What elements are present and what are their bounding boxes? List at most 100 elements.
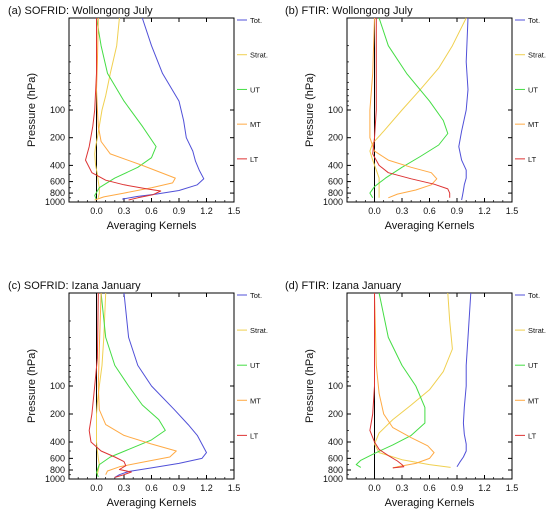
legend-label: MT xyxy=(250,120,261,129)
series-line-ut xyxy=(369,17,449,199)
x-tick-label: 0.0 xyxy=(90,206,103,216)
x-axis-label: Averaging Kernels xyxy=(107,220,197,232)
legend-label: Tot. xyxy=(528,291,540,300)
panel-title: (c) SOFRID: Izana January xyxy=(8,280,141,292)
series-line-tot xyxy=(114,292,207,478)
x-tick-label: 0.0 xyxy=(368,206,381,216)
y-tick-label: 1000 xyxy=(45,474,65,484)
legend: Tot. Strat. UT MT LT xyxy=(237,291,268,440)
y-tick-label: 100 xyxy=(50,105,65,115)
x-tick-label: 0.0 xyxy=(90,483,103,493)
y-tick-label: 400 xyxy=(328,437,343,447)
series-line-ut xyxy=(94,17,157,201)
legend-label: MT xyxy=(528,120,539,129)
series-line-tot xyxy=(458,17,469,201)
y-tick-label: 400 xyxy=(328,160,343,170)
series-line-lt xyxy=(369,293,405,469)
y-tick-label: 800 xyxy=(328,465,343,475)
legend-label: UT xyxy=(528,361,538,370)
legend-label: Strat. xyxy=(528,326,546,335)
y-tick-label: 1000 xyxy=(45,197,65,207)
x-tick-label: 0.6 xyxy=(145,206,158,216)
series-line-strat xyxy=(369,17,467,198)
series-line-lt xyxy=(85,18,162,201)
x-axis-label: Averaging Kernels xyxy=(107,497,197,509)
legend-label: UT xyxy=(528,85,538,94)
legend-label: Tot. xyxy=(250,16,262,25)
series-line-lt xyxy=(372,18,451,198)
series-line-tot xyxy=(456,292,472,468)
x-tick-label: 1.5 xyxy=(228,206,241,216)
plot-frame xyxy=(346,17,513,203)
y-tick-label: 400 xyxy=(50,437,65,447)
y-tick-label: 200 xyxy=(328,133,343,143)
x-tick-label: 0.9 xyxy=(451,206,464,216)
y-tick-label: 1000 xyxy=(323,474,343,484)
series-line-mt xyxy=(97,292,177,475)
series-line-tot xyxy=(122,17,205,200)
series-line-mt xyxy=(94,17,176,201)
legend-label: LT xyxy=(250,155,259,164)
x-tick-label: 0.9 xyxy=(451,483,464,493)
y-tick-label: 800 xyxy=(50,188,65,198)
y-tick-label: 100 xyxy=(50,381,65,391)
legend: Tot. Strat. UT MT LT xyxy=(237,16,268,164)
y-tick-label: 100 xyxy=(328,105,343,115)
series-line-strat xyxy=(374,292,453,468)
series-line-ut xyxy=(96,292,166,478)
legend: Tot. Strat. UT MT LT xyxy=(515,16,546,164)
legend-label: MT xyxy=(528,396,539,405)
x-tick-label: 0.3 xyxy=(396,206,409,216)
panel-title: (b) FTIR: Wollongong July xyxy=(285,5,413,17)
series-line-lt xyxy=(88,292,132,478)
x-tick-label: 0.6 xyxy=(423,206,436,216)
x-tick-label: 0.3 xyxy=(396,483,409,493)
x-tick-label: 1.2 xyxy=(478,206,491,216)
x-tick-label: 0.9 xyxy=(173,206,186,216)
legend-label: LT xyxy=(528,155,537,164)
legend: Tot. Strat. UT MT LT xyxy=(515,291,546,440)
legend-label: UT xyxy=(250,361,260,370)
x-tick-label: 0.3 xyxy=(118,206,131,216)
panel-title: (a) SOFRID: Wollongong July xyxy=(8,5,153,17)
x-tick-label: 1.2 xyxy=(200,206,213,216)
x-tick-label: 1.5 xyxy=(506,483,519,493)
x-tick-label: 1.5 xyxy=(228,483,241,493)
y-tick-label: 1000 xyxy=(323,197,343,207)
x-tick-label: 0.6 xyxy=(423,483,436,493)
y-tick-label: 800 xyxy=(328,188,343,198)
y-tick-label: 400 xyxy=(50,160,65,170)
x-tick-label: 1.2 xyxy=(478,483,491,493)
x-tick-label: 1.2 xyxy=(200,483,213,493)
legend-label: Strat. xyxy=(250,51,268,60)
y-axis-label: Pressure (hPa) xyxy=(304,349,316,423)
panel-title: (d) FTIR: Izana January xyxy=(285,280,402,292)
y-tick-label: 600 xyxy=(50,177,65,187)
y-axis-label: Pressure (hPa) xyxy=(26,73,38,147)
series-line-mt xyxy=(374,292,435,469)
y-tick-label: 600 xyxy=(50,453,65,463)
legend-label: Strat. xyxy=(528,51,546,60)
y-tick-label: 200 xyxy=(328,409,343,419)
series-line-mt xyxy=(369,17,438,199)
y-tick-label: 600 xyxy=(328,177,343,187)
x-tick-label: 0.6 xyxy=(145,483,158,493)
y-tick-label: 200 xyxy=(50,409,65,419)
y-tick-label: 100 xyxy=(328,381,343,391)
legend-label: MT xyxy=(250,396,261,405)
legend-label: UT xyxy=(250,85,260,94)
x-tick-label: 0.3 xyxy=(118,483,131,493)
x-tick-label: 0.0 xyxy=(368,483,381,493)
legend-label: LT xyxy=(250,431,259,440)
legend-label: Tot. xyxy=(528,16,540,25)
y-axis-label: Pressure (hPa) xyxy=(26,349,38,423)
plot-frame xyxy=(346,292,513,480)
x-tick-label: 1.5 xyxy=(506,206,519,216)
y-axis-label: Pressure (hPa) xyxy=(304,73,316,147)
y-tick-label: 600 xyxy=(328,453,343,463)
